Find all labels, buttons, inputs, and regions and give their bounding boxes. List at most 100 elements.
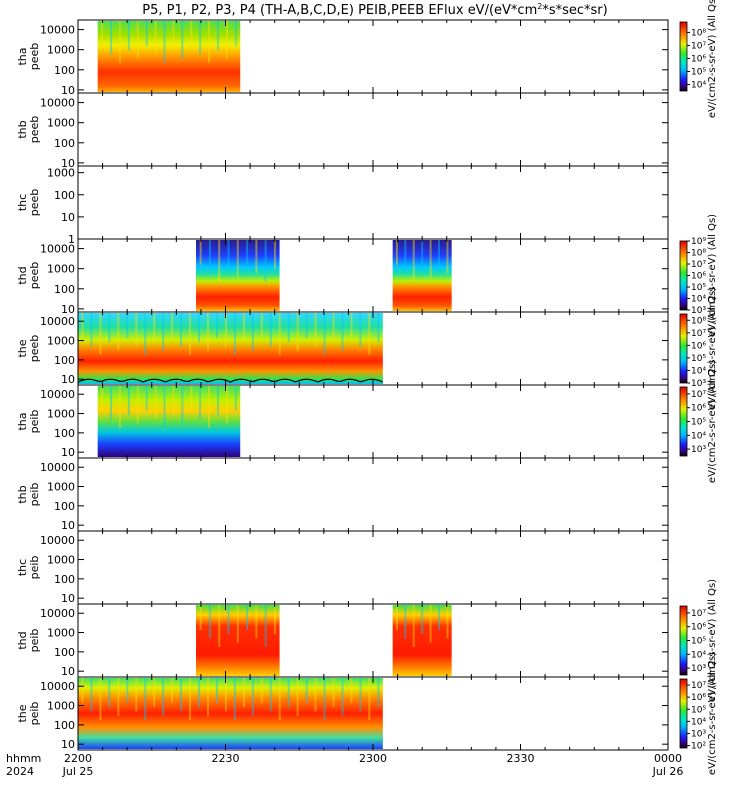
spectrogram-streak <box>126 678 129 703</box>
panel-the-peib: 10 100 1000 10000 the peib 10² 10³ 10⁴ 10⁵ 10⁶ 10⁷ e… <box>16 652 718 775</box>
y-tick-label: 1000 <box>47 408 75 421</box>
spectrogram-streak <box>90 678 93 712</box>
spectrogram-streak <box>224 678 227 712</box>
y-tick-label: 100 <box>54 189 75 202</box>
y-tick-label: 1000 <box>47 700 75 713</box>
spectrogram-streak <box>251 678 254 716</box>
x-tick-label: 2200 <box>64 752 92 765</box>
plot-area <box>78 458 668 531</box>
spectrogram-streak <box>127 386 130 416</box>
colorbar-tick-label: 10⁶ <box>691 341 706 351</box>
svg-text:tha: tha <box>16 412 29 430</box>
spectrogram-block-0 <box>97 21 241 92</box>
panel-thc-peib: 10 100 1000 10000 thc peib <box>16 530 669 611</box>
spectrogram-streak <box>350 313 353 338</box>
colorbar-label: eV/(cm2-s-sr-eV) (All Qs) <box>707 579 718 702</box>
spectrogram-streak <box>332 313 335 343</box>
colorbar-label: eV/(cm2-s-sr-eV) (All Qs) <box>707 0 718 118</box>
svg-text:thd: thd <box>16 631 29 649</box>
spectrogram-streak <box>154 386 157 420</box>
spectrogram-streak <box>163 386 166 428</box>
spectrogram-streak <box>171 313 174 338</box>
y-axis-label: thc peib <box>16 556 41 580</box>
svg-text:thc: thc <box>16 559 29 576</box>
spectrogram-streak <box>314 313 317 347</box>
spectrogram-streak <box>208 240 211 274</box>
spectrogram-streak <box>251 313 254 351</box>
colorbar-tick-label: 10⁷ <box>691 681 706 691</box>
spectrogram-streak <box>287 678 290 708</box>
spectrogram-streak <box>446 605 449 639</box>
panel-thb-peeb: 10 100 1000 10000 thb peeb <box>16 92 669 170</box>
y-tick-label: 10 <box>61 211 75 224</box>
spectrogram-streak <box>233 678 236 720</box>
y-tick-label: 1000 <box>47 117 75 130</box>
svg-text:thc: thc <box>16 194 29 211</box>
y-tick-label: 1000 <box>47 335 75 348</box>
colorbar-tick-label: 10² <box>691 742 706 752</box>
x-tick-label: 2230 <box>212 752 240 765</box>
spectrogram-streak <box>117 313 120 351</box>
spectrogram-streak <box>108 678 111 708</box>
spectrogram-streak <box>264 605 267 647</box>
colorbar-label: eV/(cm2-s-sr-eV) (All Qs) <box>707 214 718 337</box>
y-tick-label: 10 <box>61 519 75 532</box>
svg-text:peib: peib <box>28 483 41 507</box>
spectrogram-streak <box>368 678 371 720</box>
spectrogram-streak <box>208 386 211 428</box>
y-tick-label: 10000 <box>40 607 75 620</box>
y-tick-label: 100 <box>54 283 75 296</box>
plot-area <box>78 531 668 604</box>
spectrogram-streak <box>377 678 380 708</box>
plot-area <box>78 166 668 239</box>
x-axis-date-start: Jul 25 <box>62 765 94 778</box>
spectrogram-streak <box>199 240 202 265</box>
colorbar-tick-label: 10⁷ <box>691 41 706 51</box>
y-tick-label: 1000 <box>47 263 75 276</box>
svg-text:peeb: peeb <box>28 262 41 290</box>
spectrogram-streak <box>162 313 165 351</box>
x-tick-label: 2300 <box>359 752 387 765</box>
spectrogram-streak <box>216 21 219 51</box>
spectrogram-streak <box>233 313 236 355</box>
colorbar-tick-label: 10³ <box>691 445 706 455</box>
spectrogram-streak <box>90 313 93 347</box>
spectrogram-streak <box>101 21 104 46</box>
y-tick-label: 100 <box>54 427 75 440</box>
colorbar-tick-label: 10⁷ <box>691 329 706 339</box>
spectrogram-streak <box>412 240 415 282</box>
spectrogram-streak <box>429 240 432 278</box>
colorbar-tick-label: 10⁸ <box>691 249 706 259</box>
spectrogram-streak <box>135 313 138 347</box>
colorbar-tick-label: 10⁸ <box>691 316 706 326</box>
colorbar-tick-label: 10³ <box>691 664 706 674</box>
spectrogram-streak <box>180 313 183 347</box>
plot-area <box>78 239 668 312</box>
y-tick-label: 1000 <box>47 44 75 57</box>
spectrogram-streak <box>145 386 148 411</box>
colorbar-tick-label: 10⁵ <box>691 705 706 715</box>
spectrogram-streak <box>199 605 202 630</box>
spectrogram-streak <box>421 240 424 270</box>
spectrogram-streak <box>224 313 227 347</box>
spectrogram-streak <box>273 240 276 270</box>
spectrogram-streak <box>395 605 398 630</box>
y-axis-label: tha peeb <box>16 43 41 71</box>
colorbar-tick-label: 10⁴ <box>691 80 706 90</box>
y-axis-label: thd peeb <box>16 262 41 290</box>
spectrogram-streak <box>199 21 202 55</box>
y-axis-label: the peib <box>16 702 41 726</box>
svg-text:peib: peib <box>28 410 41 434</box>
spectrogram-streak <box>171 678 174 703</box>
colorbar-tick-label: 10⁶ <box>691 693 706 703</box>
spectrogram-streak <box>215 313 218 338</box>
svg-text:peib: peib <box>28 629 41 653</box>
colorbar-tick-label: 10³ <box>691 379 706 389</box>
spectrogram-streak <box>127 21 130 51</box>
plot-area <box>78 604 668 677</box>
colorbar-tick-label: 10⁶ <box>691 54 706 64</box>
x-axis-row2-label: 2024 <box>6 765 34 778</box>
colorbar-tick-label: 10⁵ <box>691 637 706 647</box>
spectrogram-streak <box>101 386 104 411</box>
